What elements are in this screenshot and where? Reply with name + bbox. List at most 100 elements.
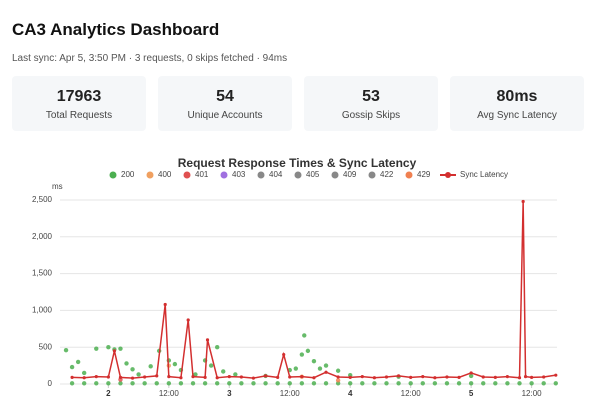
response-point (148, 364, 153, 369)
latency-point (94, 375, 98, 379)
latency-point (445, 375, 449, 379)
latency-point (191, 375, 195, 379)
latency-point (505, 375, 510, 379)
legend-swatch (294, 171, 302, 179)
latency-point (384, 375, 389, 379)
response-point (493, 381, 498, 386)
x-tick-label: 12:00 (280, 389, 301, 398)
latency-point (348, 375, 352, 379)
y-tick-label: 1,500 (32, 269, 53, 278)
latency-point (203, 375, 207, 379)
stat-label: Total Requests (45, 110, 113, 121)
latency-point (457, 375, 461, 379)
latency-point (251, 376, 256, 380)
response-point (154, 381, 159, 386)
stat-value: 54 (216, 88, 234, 105)
latency-point (70, 375, 74, 379)
response-point (208, 363, 214, 368)
y-tick-label: 0 (48, 379, 53, 388)
response-point (94, 346, 99, 351)
latency-point (493, 375, 497, 379)
latency-point (396, 374, 401, 378)
x-tick-label: 4 (348, 389, 353, 398)
y-tick-label: 1,000 (32, 306, 53, 315)
response-point (166, 381, 172, 386)
legend-label: Sync Latency (460, 170, 508, 179)
x-tick-label: 12:00 (159, 389, 180, 398)
y-tick-label: 2,500 (32, 195, 53, 204)
latency-point (106, 375, 110, 379)
response-point (384, 381, 389, 386)
latency-point (421, 375, 425, 379)
response-point (215, 345, 220, 350)
latency-point (542, 375, 546, 379)
latency-point (163, 302, 167, 307)
latency-point (263, 374, 268, 378)
latency-point (288, 375, 292, 379)
response-point (456, 381, 462, 386)
response-point (420, 381, 425, 386)
latency-point (530, 375, 534, 379)
response-point (263, 381, 268, 386)
sync-status: Last sync: Apr 5, 3:50 PM · 3 requests, … (12, 53, 288, 64)
response-point (468, 373, 474, 379)
response-point (396, 381, 401, 386)
response-point (348, 381, 353, 386)
latency-point (130, 376, 135, 380)
latency-point (276, 375, 280, 379)
legend-swatch (257, 171, 265, 179)
response-point (130, 381, 135, 386)
response-point (541, 381, 546, 386)
latency-point (300, 375, 304, 379)
response-point (106, 381, 111, 386)
response-point (142, 381, 147, 386)
y-axis-label: ms (52, 182, 63, 191)
response-point (178, 381, 184, 386)
latency-point (205, 338, 210, 342)
response-point (202, 381, 208, 386)
response-point (323, 381, 329, 386)
x-tick-label: 12:00 (401, 389, 422, 398)
stat-value: 17963 (56, 88, 102, 105)
legend-label: 400 (158, 170, 172, 179)
response-point (172, 361, 178, 367)
response-point (81, 381, 87, 386)
x-tick-label: 5 (469, 389, 474, 398)
response-point (444, 381, 450, 386)
response-point (360, 381, 365, 386)
latency-point (433, 376, 437, 380)
latency-point (282, 352, 286, 357)
x-tick-label: 12:00 (522, 389, 543, 398)
response-point (311, 358, 317, 364)
response-point (287, 381, 292, 386)
response-point (311, 381, 317, 386)
latency-point (227, 375, 231, 379)
response-point (233, 372, 238, 377)
response-point (75, 359, 81, 365)
response-point (215, 381, 220, 386)
latency-point (118, 375, 123, 379)
stat-card: 54 Unique Accounts (158, 76, 292, 131)
response-point (106, 345, 111, 350)
response-point (81, 370, 87, 376)
response-point (275, 381, 280, 386)
response-point (299, 381, 305, 386)
response-point (130, 367, 135, 372)
response-point (505, 381, 510, 386)
response-point (299, 352, 305, 357)
response-point (305, 348, 311, 354)
latency-point (517, 376, 522, 380)
response-point (190, 381, 196, 386)
response-point (372, 381, 377, 386)
latency-point (215, 376, 219, 380)
latency-point (167, 375, 171, 379)
latency-point (360, 375, 364, 379)
response-point (408, 381, 413, 386)
response-point (118, 381, 123, 386)
legend-label: 405 (306, 170, 320, 179)
latency-point (554, 373, 558, 377)
stat-card: 17963 Total Requests (12, 76, 146, 131)
legend-swatch (368, 171, 376, 179)
stat-label: Unique Accounts (187, 110, 263, 121)
